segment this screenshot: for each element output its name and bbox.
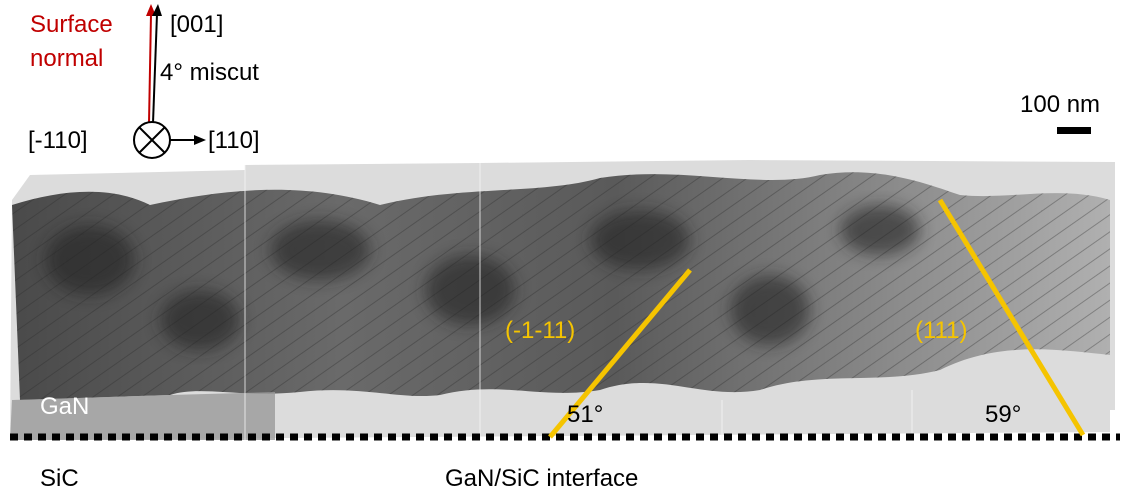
label: normal: [30, 45, 103, 72]
scale-bar: [1057, 127, 1091, 134]
layer-label: SiC: [40, 465, 79, 492]
angle-label: 51°: [567, 401, 603, 428]
figure: Surface normal [001] 4° miscut [-110] [1…: [0, 0, 1134, 495]
angle-label: 59°: [985, 401, 1021, 428]
plane-label: (111): [915, 317, 967, 344]
layer-label: GaN: [40, 393, 89, 420]
label: [001]: [170, 11, 223, 38]
label: 4° miscut: [160, 59, 259, 86]
plane-label: (-1-11): [505, 317, 575, 344]
scale-label: 100 nm: [1020, 91, 1100, 118]
micrograph: [10, 160, 1115, 440]
label: Surface: [30, 11, 113, 38]
label: [-110]: [28, 127, 88, 154]
label: [110]: [208, 127, 260, 154]
layer-label: GaN/SiC interface: [445, 465, 638, 492]
